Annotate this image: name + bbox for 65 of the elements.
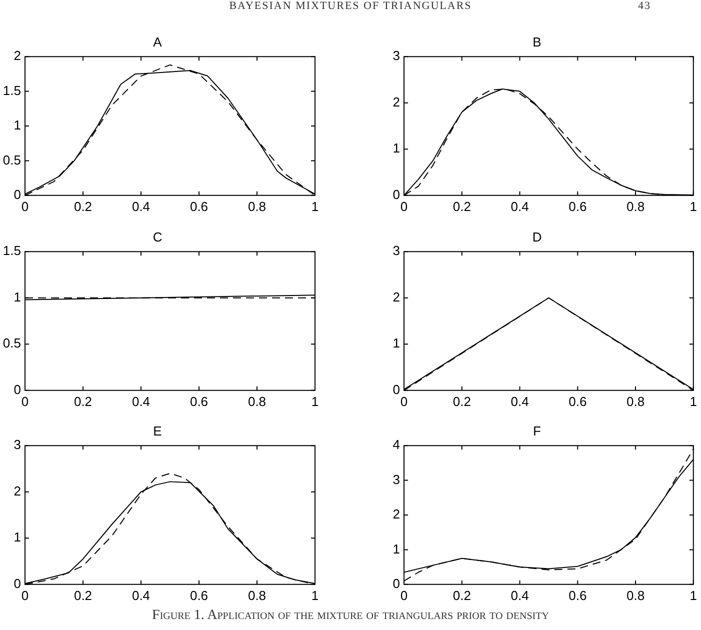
- y-tick-label: 0.5: [2, 152, 21, 168]
- x-tick-label: 0.6: [190, 394, 208, 409]
- x-tick-label: 1: [311, 588, 319, 603]
- y-tick-label: 1: [14, 289, 21, 304]
- x-tick-label: 1: [311, 394, 319, 409]
- chart-title: E: [153, 423, 162, 438]
- x-tick-label: 1: [690, 198, 697, 214]
- y-tick-label: 1: [392, 336, 400, 351]
- y-tick-label: 2: [14, 483, 21, 498]
- x-tick-label: 1: [690, 394, 697, 409]
- x-tick-label: 0.4: [510, 588, 529, 603]
- x-tick-label: 0.8: [626, 198, 645, 214]
- x-tick-label: 0.6: [568, 588, 587, 603]
- chart-title: A: [153, 34, 162, 50]
- y-tick-label: 0: [14, 382, 21, 397]
- x-tick-label: 0.2: [452, 198, 471, 214]
- x-tick-label: 0.4: [132, 588, 150, 603]
- x-tick-label: 0.8: [248, 394, 266, 409]
- y-tick-label: 2: [14, 48, 21, 64]
- x-tick-label: 1: [690, 588, 697, 603]
- y-tick-label: 1: [14, 530, 21, 545]
- y-tick-label: 1.5: [2, 243, 21, 258]
- y-tick-label: 0: [392, 382, 400, 397]
- chart-title: F: [533, 423, 542, 438]
- x-tick-label: 0.6: [568, 394, 587, 409]
- x-tick-label: 0.8: [248, 588, 266, 603]
- y-tick-label: 4: [392, 437, 400, 452]
- y-tick-label: 0: [392, 186, 400, 202]
- x-tick-label: 0.2: [74, 588, 92, 603]
- x-tick-label: 0.6: [190, 588, 208, 603]
- y-tick-label: 0.5: [2, 336, 21, 351]
- x-tick-label: 0.2: [74, 394, 92, 409]
- x-tick-label: 0.8: [626, 394, 645, 409]
- y-tick-label: 0: [14, 576, 21, 591]
- text: BAYESIAN MIXTURES OF TRIANGULARS: [229, 0, 472, 12]
- x-tick-label: 0.2: [452, 394, 471, 409]
- y-tick-label: 3: [14, 437, 21, 452]
- y-tick-label: 3: [392, 472, 400, 487]
- y-tick-label: 3: [392, 243, 400, 258]
- x-tick-label: 0.4: [510, 198, 529, 214]
- y-tick-label: 0: [14, 186, 21, 202]
- y-tick-label: 2: [392, 289, 400, 304]
- x-tick-label: 0.4: [132, 198, 150, 214]
- x-tick-label: 0.4: [510, 394, 529, 409]
- x-tick-label: 0.8: [248, 198, 266, 214]
- x-tick-label: 1: [311, 198, 319, 214]
- x-tick-label: 0.8: [626, 588, 645, 603]
- text: 43: [638, 0, 651, 12]
- y-tick-label: 2: [392, 94, 400, 110]
- x-tick-label: 0.6: [568, 198, 587, 214]
- chart-title: B: [532, 34, 542, 50]
- x-tick-label: 0.2: [74, 198, 92, 214]
- caption: Figure 1. Application of the mixture of triangulars prior to density: [151, 608, 550, 624]
- x-tick-label: 0.6: [190, 198, 208, 214]
- y-tick-label: 1.5: [2, 82, 21, 98]
- y-tick-label: 1: [392, 140, 400, 156]
- y-tick-label: 2: [392, 506, 400, 522]
- y-tick-label: 3: [392, 48, 400, 64]
- x-tick-label: 0.2: [452, 588, 471, 603]
- chart-title: C: [152, 229, 162, 244]
- y-tick-label: 1: [14, 118, 21, 133]
- y-tick-label: 0: [392, 576, 400, 591]
- y-tick-label: 1: [392, 541, 400, 556]
- chart-title: D: [532, 229, 542, 244]
- x-tick-label: 0.4: [132, 394, 150, 409]
